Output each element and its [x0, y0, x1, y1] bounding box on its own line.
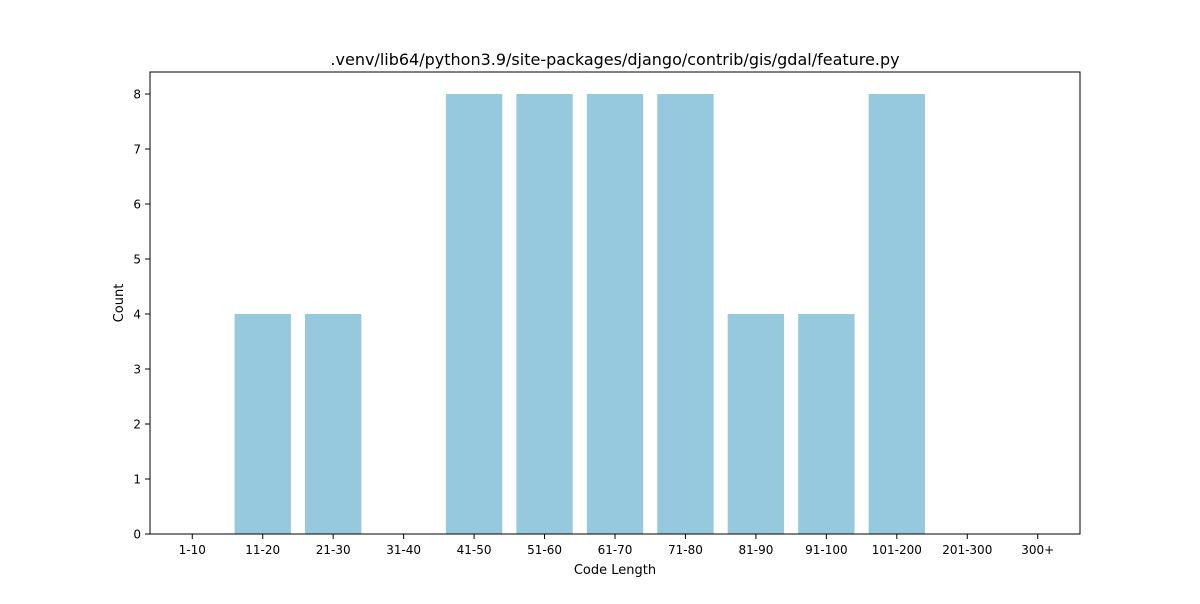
x-tick-label-41-50: 41-50	[457, 543, 492, 557]
y-tick-label-1: 1	[133, 473, 141, 487]
x-tick-label-201-300: 201-300	[942, 543, 992, 557]
x-tick-label-91-100: 91-100	[805, 543, 848, 557]
bar-51-60	[516, 94, 573, 534]
y-axis-label: Count	[112, 284, 127, 323]
y-tick-label-4: 4	[133, 308, 141, 322]
x-tick-label-31-40: 31-40	[386, 543, 421, 557]
x-tick-label-11-20: 11-20	[245, 543, 280, 557]
bar-21-30	[305, 314, 362, 534]
y-tick-label-8: 8	[133, 88, 141, 102]
bar-41-50	[445, 94, 503, 534]
x-tick-label-71-80: 71-80	[668, 543, 703, 557]
bars-layer	[234, 94, 925, 534]
bar-101-200	[868, 94, 925, 534]
x-tick-label-1-10: 1-10	[179, 543, 206, 557]
bar-81-90	[727, 314, 785, 534]
x-tick-label-81-90: 81-90	[738, 543, 773, 557]
bar-91-100	[798, 314, 855, 534]
y-tick-label-6: 6	[133, 198, 141, 212]
bar-61-70	[586, 94, 644, 534]
x-tick-label-51-60: 51-60	[527, 543, 562, 557]
x-tick-label-61-70: 61-70	[598, 543, 633, 557]
y-tick-label-5: 5	[133, 253, 141, 267]
y-tick-label-7: 7	[133, 143, 141, 157]
chart-title: .venv/lib64/python3.9/site-packages/djan…	[330, 50, 899, 69]
x-tick-label-101-200: 101-200	[872, 543, 922, 557]
y-tick-label-2: 2	[133, 418, 141, 432]
axes-layer: 1-10 11-20 21-30 31-40 41-50 51-60 61-70 71-80 8…	[133, 71, 1081, 557]
y-tick-label-3: 3	[133, 363, 141, 377]
x-tick-label-300+: 300+	[1021, 543, 1054, 557]
bar-11-20	[234, 314, 291, 534]
x-axis-label: Code Length	[574, 563, 656, 578]
y-tick-label-0: 0	[133, 528, 141, 542]
x-tick-label-21-30: 21-30	[316, 543, 351, 557]
bar-71-80	[657, 94, 714, 534]
